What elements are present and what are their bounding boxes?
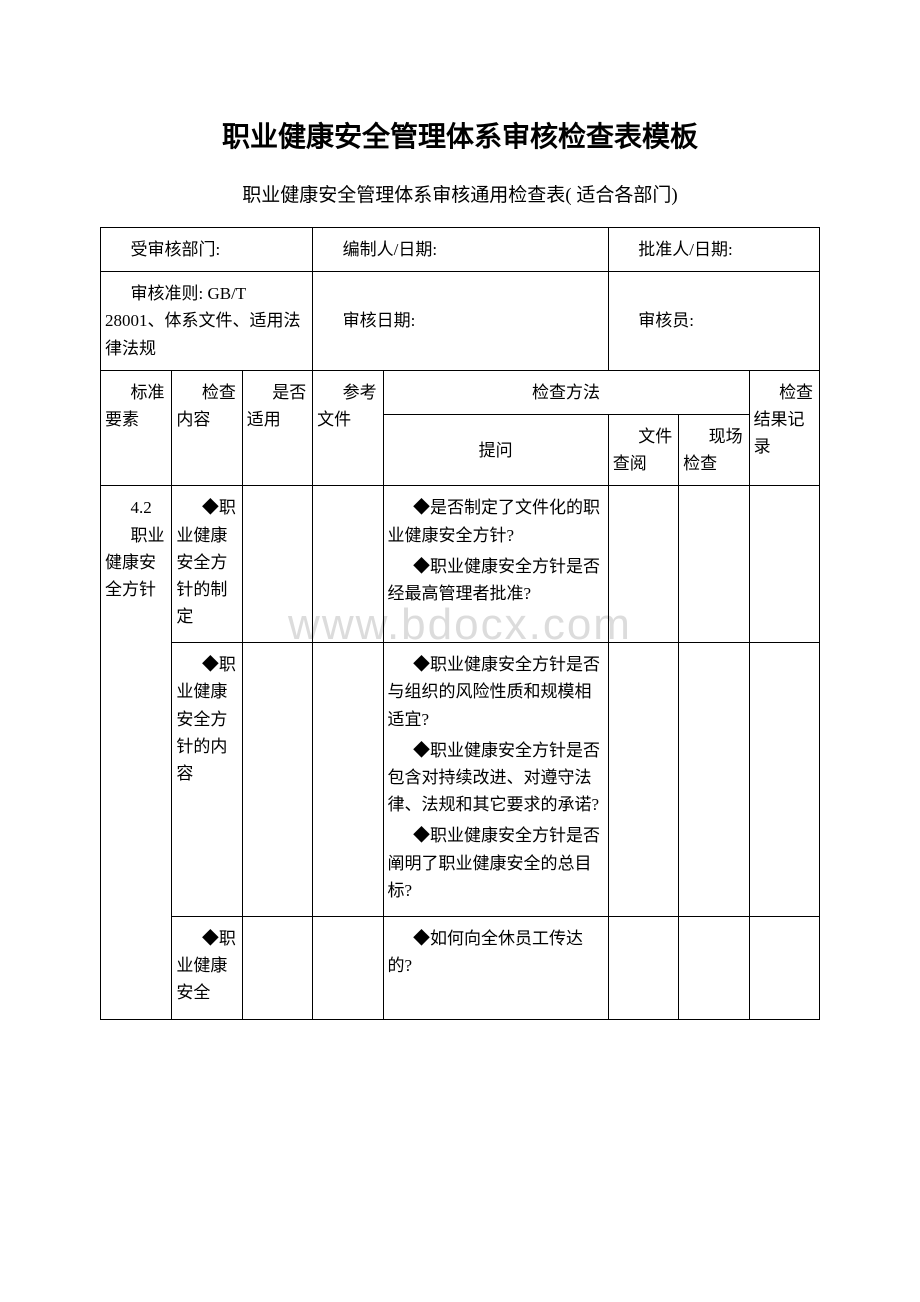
table-row: ◆职业健康安全方针的内容 ◆职业健康安全方针是否与组织的风险性质和规模相适宜? … [101, 643, 820, 917]
page-subtitle: 职业健康安全管理体系审核通用检查表( 适合各部门) [100, 180, 820, 207]
question-text: ◆职业健康安全方针是否包含对持续改进、对遵守法律、法规和其它要求的承诺? [388, 737, 604, 819]
approver-date-label: 批准人/日期: [608, 228, 819, 272]
question-cell: ◆是否制定了文件化的职业健康安全方针? ◆职业健康安全方针是否经最高管理者批准? [383, 486, 608, 643]
docreview-cell [608, 643, 678, 917]
question-cell: ◆如何向全休员工传达的? [383, 916, 608, 1019]
header-row-2: 审核准则: GB/T 28001、体系文件、适用法律法规 审核日期: 审核员: [101, 272, 820, 371]
result-cell [749, 916, 819, 1019]
table-row: ◆职业健康安全 ◆如何向全休员工传达的? [101, 916, 820, 1019]
question-text: ◆职业健康安全方针是否阐明了职业健康安全的总目标? [388, 822, 604, 904]
col-check-method-group: 检查方法 [383, 370, 749, 414]
header-row-1: 受审核部门: 编制人/日期: 批准人/日期: [101, 228, 820, 272]
col-question: 提问 [383, 414, 608, 485]
docreview-cell [608, 486, 678, 643]
question-text: ◆职业健康安全方针是否与组织的风险性质和规模相适宜? [388, 651, 604, 733]
audit-criteria-label: 审核准则: GB/T 28001、体系文件、适用法律法规 [101, 272, 313, 371]
refdoc-cell [313, 643, 383, 917]
col-standard-element: 标准要素 [101, 370, 172, 486]
result-cell [749, 486, 819, 643]
applicable-cell [242, 916, 312, 1019]
col-reference-doc: 参考文件 [313, 370, 383, 486]
sitecheck-cell [679, 643, 749, 917]
col-check-content: 检查内容 [172, 370, 242, 486]
applicable-cell [242, 486, 312, 643]
check-content-text: ◆职业健康安全方针的内容 [176, 651, 237, 787]
refdoc-cell [313, 486, 383, 643]
compiler-date-label: 编制人/日期: [313, 228, 609, 272]
auditor-label: 审核员: [608, 272, 819, 371]
element-name: 职业健康安全方针 [105, 522, 167, 604]
check-content-text: ◆职业健康安全方针的制定 [176, 494, 237, 630]
table-row: 4.2 职业健康安全方针 ◆职业健康安全方针的制定 ◆是否制定了文件化的职业健康… [101, 486, 820, 643]
column-header-row-1: 标准要素 检查内容 是否适用 参考文件 检查方法 检查结果记录 [101, 370, 820, 414]
question-cell: ◆职业健康安全方针是否与组织的风险性质和规模相适宜? ◆职业健康安全方针是否包含… [383, 643, 608, 917]
col-applicable: 是否适用 [242, 370, 312, 486]
check-content-cell: ◆职业健康安全方针的内容 [172, 643, 242, 917]
element-cell: 4.2 职业健康安全方针 [101, 486, 172, 1019]
audited-dept-label: 受审核部门: [101, 228, 313, 272]
col-result-record: 检查结果记录 [749, 370, 819, 486]
element-num: 4.2 [105, 494, 167, 521]
audit-date-label: 审核日期: [313, 272, 609, 371]
question-text: ◆是否制定了文件化的职业健康安全方针? [388, 494, 604, 548]
page-title: 职业健康安全管理体系审核检查表模板 [100, 115, 820, 155]
sitecheck-cell [679, 486, 749, 643]
question-text: ◆职业健康安全方针是否经最高管理者批准? [388, 553, 604, 607]
check-content-text: ◆职业健康安全 [176, 925, 237, 1007]
checklist-table: 受审核部门: 编制人/日期: 批准人/日期: 审核准则: GB/T 28001、… [100, 227, 820, 1020]
result-cell [749, 643, 819, 917]
col-site-check: 现场检查 [679, 414, 749, 485]
question-text: ◆如何向全休员工传达的? [388, 925, 604, 979]
col-doc-review: 文件查阅 [608, 414, 678, 485]
check-content-cell: ◆职业健康安全 [172, 916, 242, 1019]
docreview-cell [608, 916, 678, 1019]
refdoc-cell [313, 916, 383, 1019]
sitecheck-cell [679, 916, 749, 1019]
check-content-cell: ◆职业健康安全方针的制定 [172, 486, 242, 643]
applicable-cell [242, 643, 312, 917]
